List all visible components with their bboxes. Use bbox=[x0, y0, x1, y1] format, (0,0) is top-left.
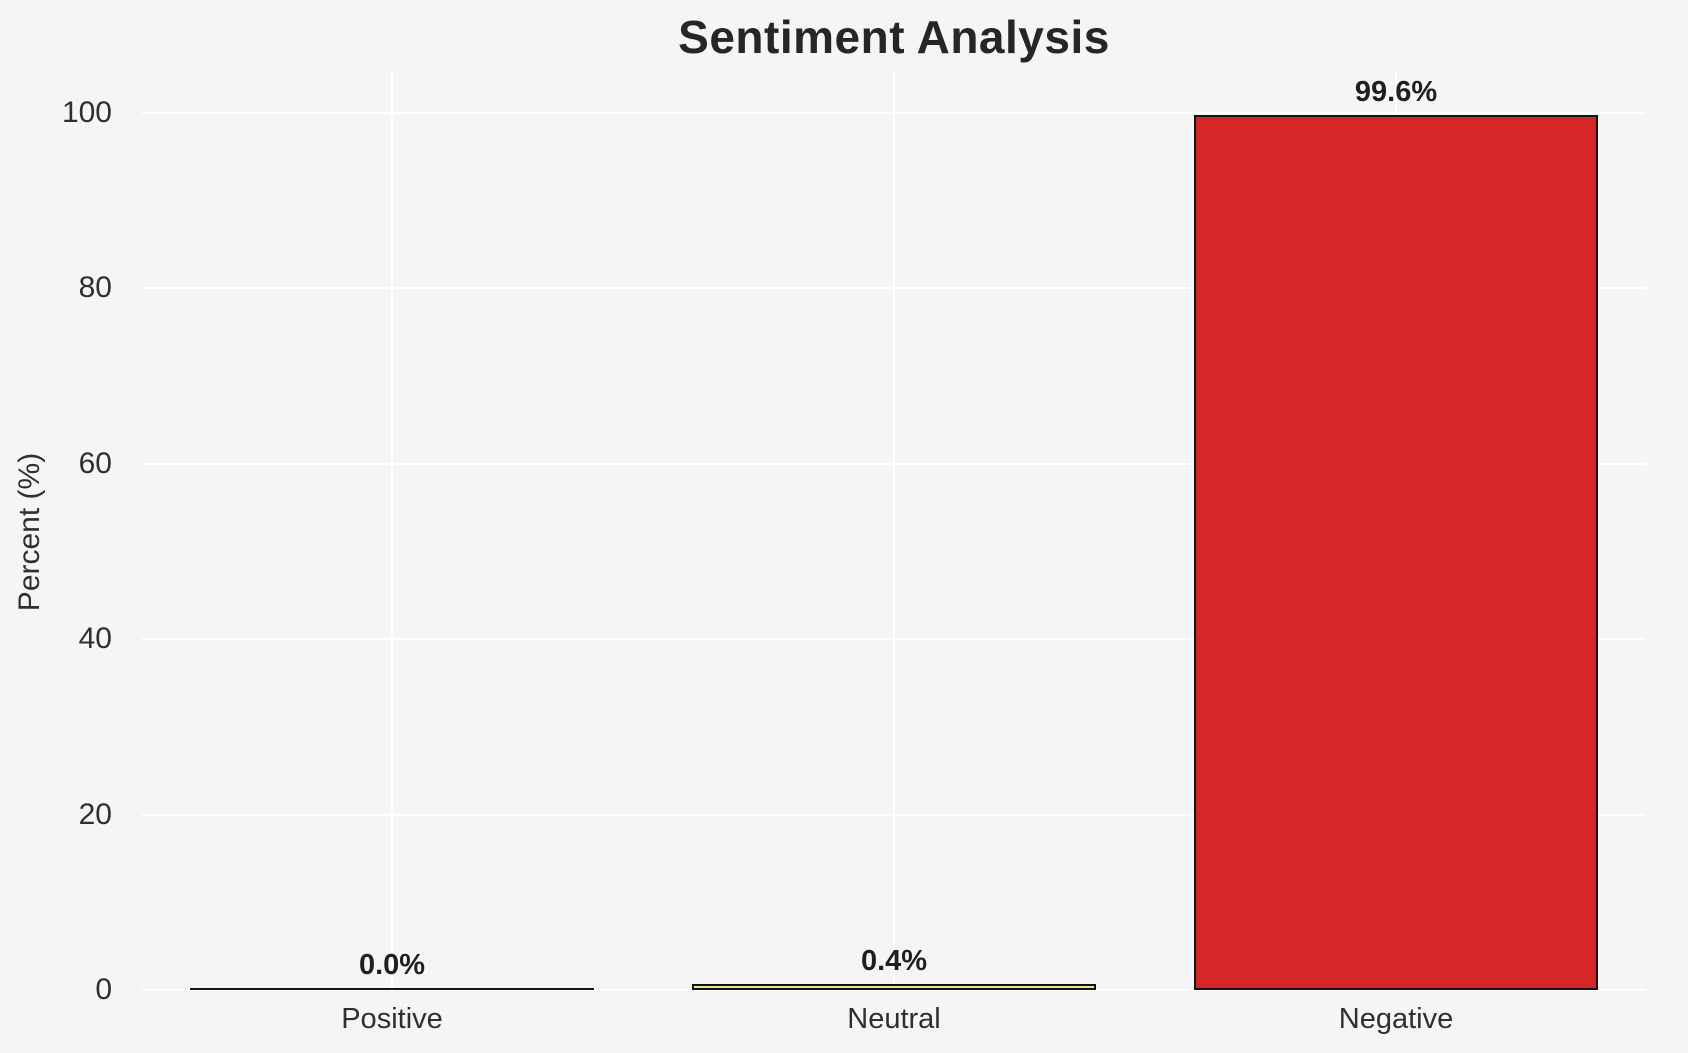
gridline-x-positive bbox=[391, 72, 393, 990]
bar-value-label-neutral: 0.4% bbox=[860, 945, 928, 977]
x-tick-label-positive: Positive bbox=[341, 1003, 443, 1035]
bar-value-label-positive: 0.0% bbox=[358, 949, 426, 981]
bar-neutral bbox=[692, 984, 1096, 990]
y-tick-label-40: 40 bbox=[78, 622, 112, 655]
bar-value-label-negative: 99.6% bbox=[1354, 76, 1438, 108]
gridline-x-neutral bbox=[893, 72, 895, 990]
bar-negative bbox=[1194, 115, 1598, 990]
y-tick-label-60: 60 bbox=[78, 447, 112, 480]
bar-positive bbox=[190, 988, 594, 990]
x-tick-label-neutral: Neutral bbox=[847, 1003, 941, 1035]
x-tick-label-negative: Negative bbox=[1338, 1003, 1454, 1035]
gridline-y-0 bbox=[142, 989, 1646, 991]
y-tick-label-100: 100 bbox=[61, 96, 112, 129]
y-tick-label-20: 20 bbox=[78, 798, 112, 831]
y-tick-label-0: 0 bbox=[95, 973, 112, 1006]
y-tick-label-80: 80 bbox=[78, 271, 112, 304]
chart-title: Sentiment Analysis bbox=[678, 11, 1110, 63]
